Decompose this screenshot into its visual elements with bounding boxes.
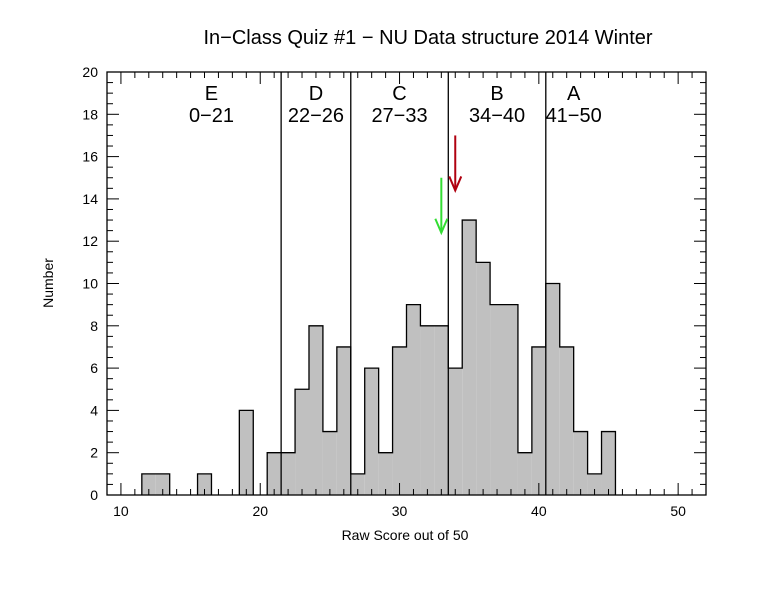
y-tick-label: 6 — [90, 360, 98, 376]
histogram-bar — [322, 431, 337, 495]
grade-letter-label: A — [567, 83, 581, 105]
grade-letter-label: C — [392, 83, 406, 105]
histogram-bar — [155, 473, 170, 495]
histogram-bar — [350, 473, 365, 495]
histogram-bar — [406, 304, 421, 495]
y-tick-label: 20 — [82, 64, 98, 80]
y-tick-label: 4 — [90, 402, 98, 418]
grade-range-label: 27−33 — [371, 105, 427, 127]
histogram-bar — [295, 389, 309, 495]
y-tick-label: 2 — [90, 445, 98, 461]
y-axis-label: Number — [40, 258, 56, 308]
green-arrow-head — [434, 218, 449, 236]
histogram-bar — [434, 325, 449, 495]
histogram-bar — [504, 304, 518, 495]
histogram-bar — [364, 368, 379, 495]
x-tick-label: 20 — [252, 503, 268, 519]
histogram-bar — [141, 473, 156, 495]
histogram-bar — [490, 304, 505, 495]
chart-title: In−Class Quiz #1 − NU Data structure 201… — [203, 27, 652, 49]
y-tick-label: 0 — [90, 487, 98, 503]
x-axis-label: Raw Score out of 50 — [342, 527, 469, 543]
histogram-bar — [573, 431, 588, 495]
histogram-bar — [517, 452, 532, 495]
y-tick-label: 18 — [82, 106, 98, 122]
histogram-bar — [476, 262, 491, 495]
grade-letter-label: E — [205, 83, 218, 105]
x-tick-label: 50 — [670, 503, 686, 519]
y-tick-label: 8 — [90, 318, 98, 334]
x-tick-label: 30 — [392, 503, 408, 519]
histogram-bar — [378, 452, 393, 495]
histogram-bar — [420, 325, 435, 495]
histogram-bar — [545, 283, 560, 495]
grade-range-label: 22−26 — [288, 105, 344, 127]
histogram-bar — [267, 452, 282, 495]
histogram-bar — [308, 325, 323, 495]
red-arrow-head — [448, 176, 463, 193]
grade-range-label: 0−21 — [189, 105, 234, 127]
y-tick-label: 14 — [82, 191, 98, 207]
y-tick-label: 16 — [82, 149, 98, 165]
histogram-bar — [587, 473, 602, 495]
histogram-bar — [531, 346, 546, 495]
x-tick-label: 40 — [531, 503, 547, 519]
histogram-bar — [392, 346, 407, 495]
y-tick-label: 12 — [82, 233, 98, 249]
histogram-bar — [559, 346, 574, 495]
histogram-bar — [281, 452, 296, 495]
histogram-bar — [448, 368, 463, 495]
histogram-bar — [197, 473, 212, 495]
grade-letter-label: D — [309, 83, 323, 105]
plot-area: E0−21 D22−26 C27−33 B34−40 A41−50 10 20 30 40 50 0… — [82, 64, 707, 519]
grade-letter-label: B — [490, 83, 503, 105]
histogram-bar — [336, 346, 351, 495]
y-tick-label: 10 — [82, 276, 98, 292]
histogram-outline — [141, 219, 617, 495]
x-tick-label: 10 — [113, 503, 129, 519]
grade-range-label: 41−50 — [546, 105, 602, 127]
histogram-bar — [239, 410, 254, 495]
histogram-bar — [462, 220, 477, 496]
histogram-bar — [601, 431, 616, 495]
grade-range-label: 34−40 — [469, 105, 525, 127]
